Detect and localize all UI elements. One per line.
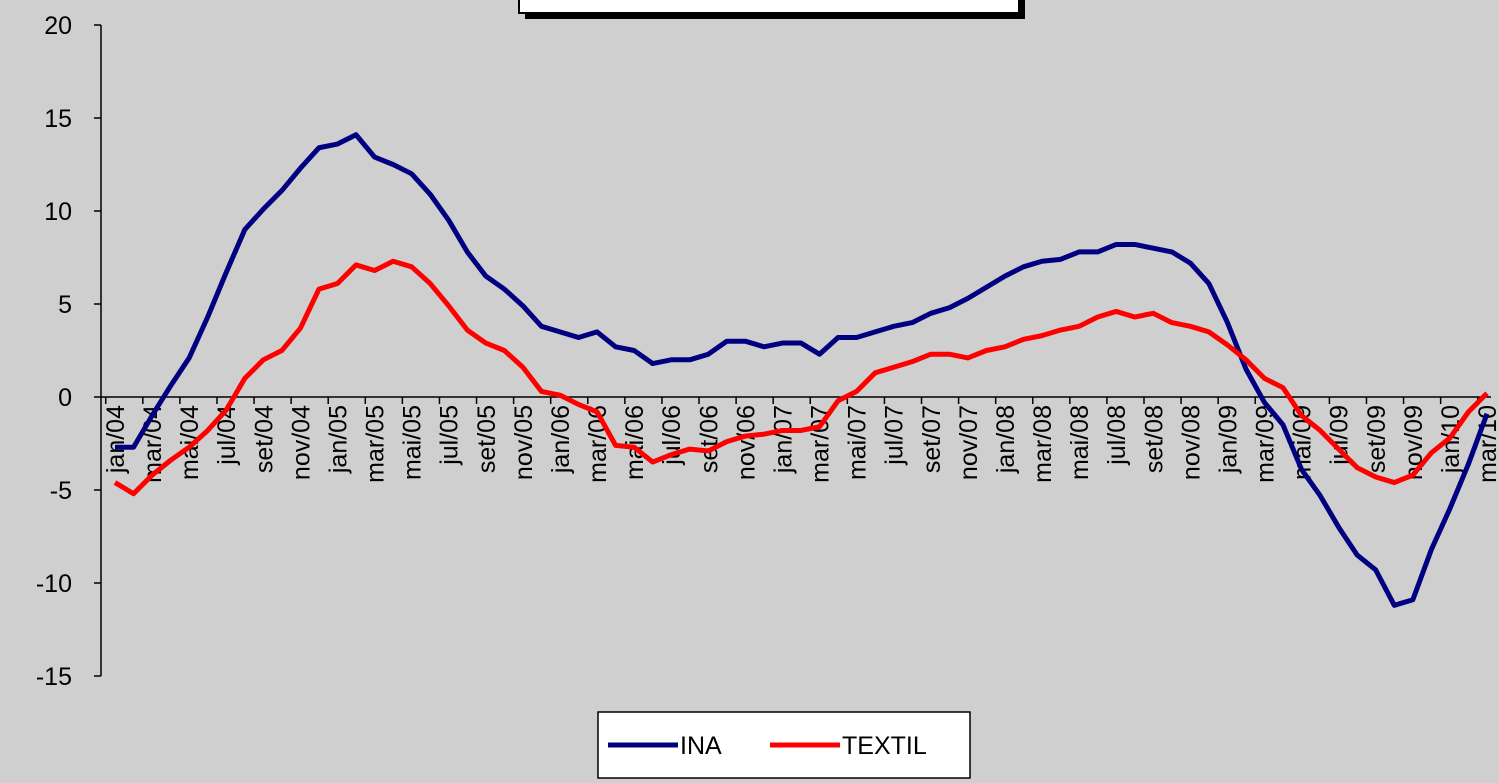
series-line [113, 258, 1489, 497]
x-tick-label: mai/07 [844, 405, 872, 480]
y-tick-label: 10 [44, 198, 72, 226]
y-tick-label: 5 [58, 291, 72, 319]
title-box [518, 0, 1020, 14]
x-tick-label: mai/04 [176, 405, 204, 480]
y-tick-label: 20 [44, 12, 72, 40]
x-tick-label: nov/04 [287, 405, 315, 480]
x-tick-label: jan/06 [547, 405, 575, 474]
x-tick-label: nov/07 [955, 405, 983, 480]
y-tick-label: -5 [50, 477, 72, 505]
x-tick-label: jan/05 [324, 405, 352, 474]
x-tick-label: nov/05 [510, 405, 538, 480]
x-tick-label: mai/06 [621, 405, 649, 480]
x-tick-label: mar/05 [362, 405, 390, 483]
legend-label: TEXTIL [842, 732, 927, 760]
series-line [115, 132, 1490, 608]
legend-label: INA [680, 732, 722, 760]
y-tick-label: 0 [58, 384, 72, 412]
x-tick-label: set/06 [695, 405, 723, 473]
y-tick-label: -15 [36, 663, 72, 691]
y-tick-label: 15 [44, 105, 72, 133]
x-tick-label: jan/08 [992, 405, 1020, 474]
x-tick-label: set/08 [1140, 405, 1168, 473]
x-tick-label: jul/04 [213, 405, 241, 466]
x-tick-label: mai/08 [1066, 405, 1094, 480]
x-tick-label: nov/09 [1400, 405, 1428, 480]
x-tick-label: nov/08 [1177, 405, 1205, 480]
x-tick-label: mai/05 [399, 405, 427, 480]
x-tick-label: jan/07 [769, 405, 797, 474]
x-tick-label: jul/08 [1103, 405, 1131, 466]
x-tick-label: set/05 [473, 405, 501, 473]
x-tick-label: jul/09 [1326, 405, 1354, 466]
x-tick-label: jan/09 [1214, 405, 1242, 474]
x-tick-label: jul/07 [881, 405, 909, 466]
x-tick-label: set/09 [1363, 405, 1391, 473]
x-tick-label: jan/04 [102, 405, 130, 474]
x-tick-label: nov/06 [732, 405, 760, 480]
x-tick-label: set/04 [250, 405, 278, 473]
x-tick-label: jul/05 [436, 405, 464, 466]
x-tick-label: set/07 [918, 405, 946, 473]
x-tick-label: mar/07 [807, 405, 835, 483]
x-tick-label: mar/08 [1029, 405, 1057, 483]
y-tick-label: -10 [36, 570, 72, 598]
